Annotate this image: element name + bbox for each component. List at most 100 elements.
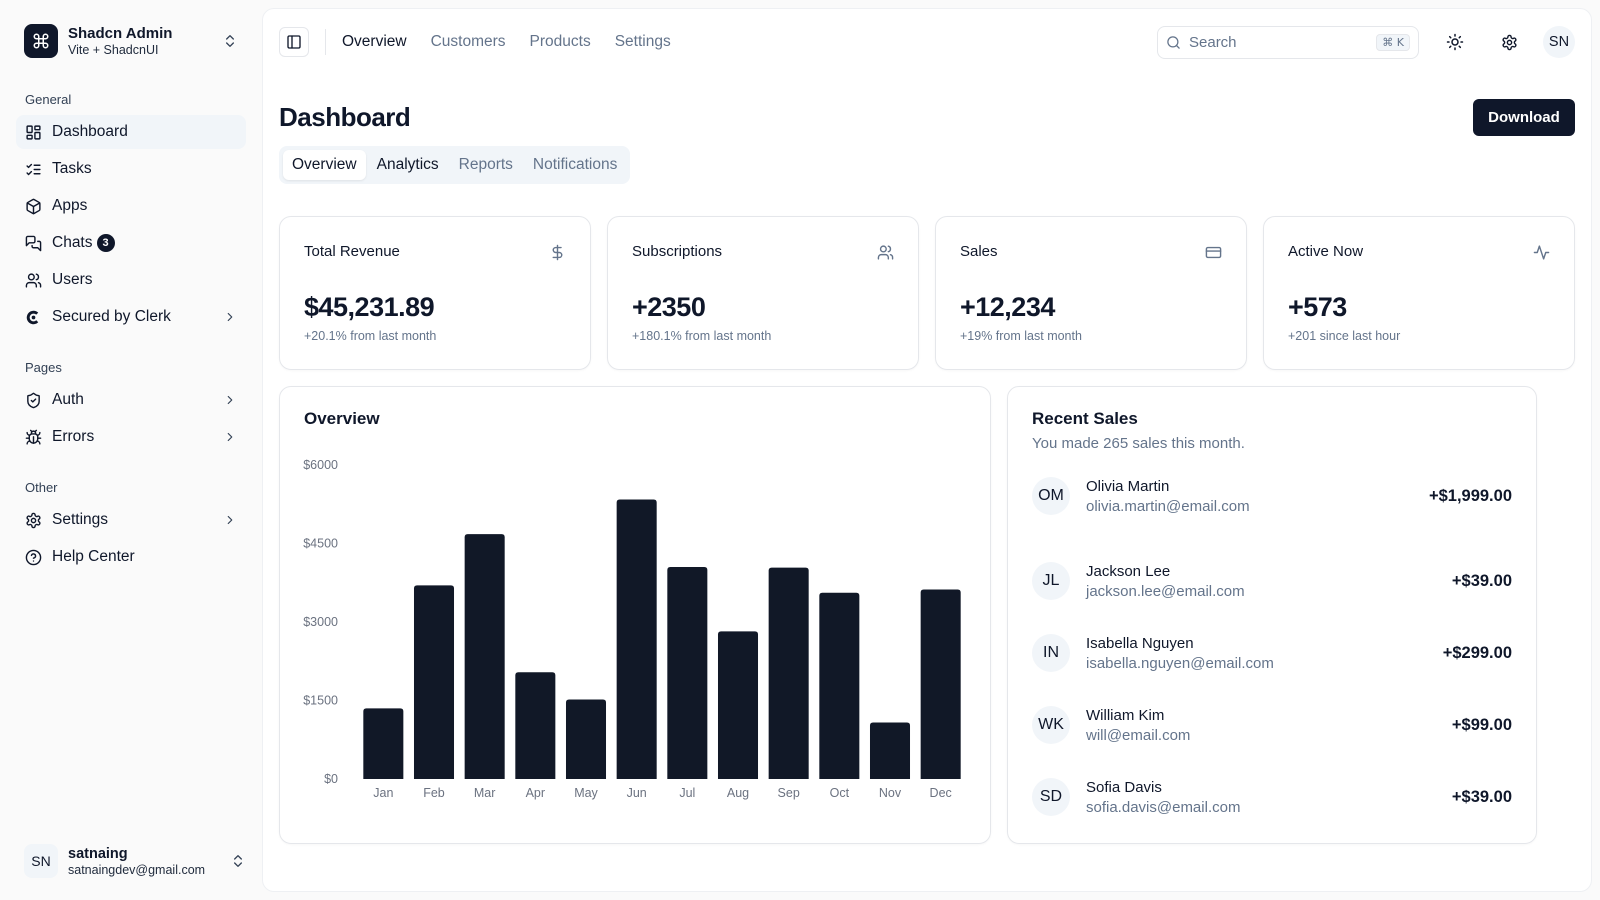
- list-item: IN Isabella Nguyen isabella.nguyen@email…: [1032, 617, 1512, 689]
- credit-card-icon: [1205, 244, 1222, 261]
- bar-aug[interactable]: [717, 631, 759, 779]
- sale-customer-name: Olivia Martin: [1086, 477, 1170, 495]
- top-nav-customers[interactable]: Customers: [430, 33, 506, 50]
- search-placeholder: Search: [1189, 33, 1237, 51]
- recent-sales-card: Recent Sales You made 265 sales this mon…: [1007, 386, 1537, 844]
- stat-change: +19% from last month: [960, 329, 1082, 343]
- sale-amount: +$39.00: [1451, 787, 1512, 806]
- x-tick-label: Dec: [930, 786, 952, 800]
- sale-amount: +$299.00: [1442, 643, 1512, 662]
- bar-nov[interactable]: [869, 722, 911, 779]
- sale-customer-email: sofia.davis@email.com: [1086, 798, 1241, 816]
- sidebar-item-apps[interactable]: Apps: [16, 189, 246, 223]
- clerk-logo-icon: [25, 309, 42, 326]
- bar-jan[interactable]: [363, 708, 404, 779]
- bar-jun[interactable]: [616, 499, 657, 779]
- user-menu[interactable]: SN satnaing satnaingdev@gmail.com: [24, 844, 246, 878]
- bar-dec[interactable]: [920, 589, 961, 779]
- x-tick-label: Sep: [778, 786, 800, 800]
- divider: [325, 29, 326, 55]
- stat-title: Subscriptions: [632, 243, 723, 260]
- top-nav-settings[interactable]: Settings: [614, 33, 671, 50]
- group-label-general: General: [25, 92, 72, 107]
- bar-mar[interactable]: [464, 534, 505, 779]
- avatar: OM: [1032, 477, 1070, 515]
- chevron-right-icon: [223, 310, 237, 324]
- overview-bar-chart: $0 $1500 $3000 $4500 $6000 Jan Feb Mar Apr May Jun…: [303, 458, 961, 800]
- bar-apr[interactable]: [515, 672, 556, 779]
- sidebar-toggle-button[interactable]: [279, 27, 309, 57]
- profile-avatar-button[interactable]: SN: [1543, 26, 1575, 58]
- x-tick-label: Nov: [879, 786, 902, 800]
- top-nav: Overview Customers Products Settings: [342, 33, 671, 51]
- stat-value: +2350: [632, 292, 706, 322]
- sale-customer-email: olivia.martin@email.com: [1086, 497, 1250, 515]
- y-tick-label: $6000: [303, 458, 338, 472]
- avatar: SN: [24, 844, 58, 878]
- x-tick-label: Jun: [627, 786, 647, 800]
- sale-amount: +$1,999.00: [1428, 486, 1512, 505]
- chevron-right-icon: [223, 393, 237, 407]
- bar-feb[interactable]: [413, 585, 455, 779]
- sidebar-item-label: Dashboard: [52, 123, 128, 140]
- x-tick-label: Apr: [526, 786, 545, 800]
- sale-customer-email: will@email.com: [1086, 726, 1191, 744]
- tab-notifications[interactable]: Notifications: [532, 156, 618, 173]
- bug-icon: [25, 429, 42, 446]
- bar-may[interactable]: [565, 699, 607, 779]
- nav-pages: Auth Errors: [16, 383, 246, 454]
- sidebar: Shadcn Admin Vite + ShadcnUI General Das…: [0, 0, 262, 900]
- avatar: SD: [1032, 778, 1070, 816]
- sidebar-item-errors[interactable]: Errors: [16, 420, 246, 454]
- group-label-other: Other: [25, 480, 58, 495]
- search-shortcut: ⌘ K: [1376, 33, 1410, 51]
- x-tick-label: Oct: [830, 786, 850, 800]
- list-item: OM Olivia Martin olivia.martin@email.com…: [1032, 474, 1512, 518]
- sidebar-item-help-center[interactable]: Help Center: [16, 540, 246, 574]
- search-input[interactable]: Search ⌘ K: [1157, 25, 1419, 59]
- top-nav-overview[interactable]: Overview: [342, 33, 407, 50]
- bar-sep[interactable]: [768, 567, 809, 779]
- search-icon: [1166, 35, 1181, 50]
- sidebar-item-label: Secured by Clerk: [52, 308, 171, 325]
- tab-analytics[interactable]: Analytics: [376, 156, 439, 173]
- sidebar-item-chats[interactable]: Chats 3: [16, 226, 246, 260]
- tab-reports[interactable]: Reports: [458, 156, 513, 173]
- team-switcher[interactable]: Shadcn Admin Vite + ShadcnUI: [16, 16, 246, 66]
- stat-value: $45,231.89: [304, 292, 435, 322]
- download-button[interactable]: Download: [1473, 99, 1575, 136]
- help-circle-icon: [25, 549, 42, 566]
- bar-oct[interactable]: [819, 592, 860, 779]
- x-tick-label: Mar: [474, 786, 496, 800]
- shield-check-icon: [25, 392, 42, 409]
- dashboard-tabs: Overview Analytics Reports Notifications: [279, 146, 631, 184]
- overview-title: Overview: [304, 409, 380, 428]
- sidebar-item-auth[interactable]: Auth: [16, 383, 246, 417]
- group-label-pages: Pages: [25, 360, 62, 375]
- nav-other: Settings Help Center: [16, 503, 246, 574]
- chevron-right-icon: [223, 513, 237, 527]
- sidebar-item-secured-by-clerk[interactable]: Secured by Clerk: [16, 300, 246, 334]
- y-tick-label: $4500: [303, 537, 338, 551]
- sidebar-item-users[interactable]: Users: [16, 263, 246, 297]
- sidebar-item-tasks[interactable]: Tasks: [16, 152, 246, 186]
- bar-jul[interactable]: [667, 567, 708, 779]
- stat-change: +20.1% from last month: [304, 329, 437, 343]
- x-tick-label: Feb: [423, 786, 445, 800]
- chats-count-badge: 3: [96, 234, 115, 252]
- y-tick-label: $0: [324, 772, 338, 786]
- sale-customer-name: Sofia Davis: [1086, 778, 1162, 796]
- sidebar-item-dashboard[interactable]: Dashboard: [16, 115, 246, 149]
- overview-card: Overview $0 $1500 $3000 $4500 $6000 Jan Feb Mar…: [279, 386, 991, 844]
- panel-left-icon: [287, 35, 301, 49]
- sidebar-item-label: Users: [52, 271, 93, 288]
- list-checks-icon: [25, 161, 42, 178]
- sidebar-item-settings[interactable]: Settings: [16, 503, 246, 537]
- tab-overview[interactable]: Overview: [283, 150, 366, 180]
- settings-button[interactable]: [1491, 24, 1527, 60]
- team-name: Shadcn Admin: [68, 25, 173, 42]
- sidebar-item-label: Settings: [52, 511, 109, 528]
- top-nav-products[interactable]: Products: [529, 33, 591, 50]
- theme-toggle-button[interactable]: [1437, 24, 1473, 60]
- stat-card-active-now: Active Now +573 +201 since last hour: [1263, 216, 1575, 370]
